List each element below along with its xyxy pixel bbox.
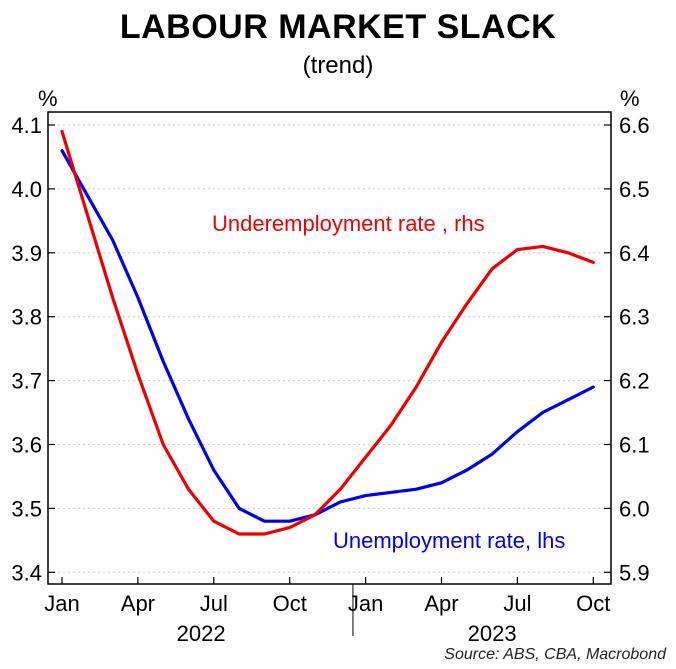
right-axis-unit: % bbox=[620, 86, 640, 111]
right-tick-label: 6.1 bbox=[619, 433, 650, 458]
x-tick-label: Oct bbox=[273, 591, 307, 616]
right-tick-label: 6.0 bbox=[619, 496, 650, 521]
left-tick-label: 3.5 bbox=[11, 496, 42, 521]
grid-lines bbox=[48, 124, 611, 573]
x-tick-label: Jul bbox=[200, 591, 228, 616]
left-tick-label: 3.8 bbox=[11, 305, 42, 330]
left-tick-label: 3.4 bbox=[11, 560, 42, 585]
axis-ticks: 3.4 5.9 3.5 6.0 3.6 6.1 3.7 6.2 3.8 6.3 3.9 6.4 4.0 6… bbox=[11, 113, 649, 646]
right-tick-label: 6.3 bbox=[619, 305, 650, 330]
right-tick-label: 5.9 bbox=[619, 560, 650, 585]
x-tick-label: Jul bbox=[503, 591, 531, 616]
x-tick-label: Apr bbox=[424, 591, 458, 616]
left-tick-label: 3.7 bbox=[11, 369, 42, 394]
right-tick-label: 6.4 bbox=[619, 241, 650, 266]
series-lines bbox=[60, 129, 595, 536]
unemployment-rate-line bbox=[60, 149, 595, 523]
chart-subtitle: (trend) bbox=[302, 52, 374, 79]
year-label: 2022 bbox=[177, 621, 226, 646]
plot-frame bbox=[47, 111, 612, 585]
right-tick-label: 6.6 bbox=[619, 113, 650, 138]
left-axis-unit: % bbox=[38, 86, 58, 111]
x-tick-label: Jan bbox=[44, 591, 79, 616]
chart-title: LABOUR MARKET SLACK bbox=[119, 8, 557, 46]
year-label: 2023 bbox=[468, 621, 517, 646]
right-tick-label: 6.2 bbox=[619, 369, 650, 394]
left-tick-label: 3.9 bbox=[11, 241, 42, 266]
left-tick-label: 3.6 bbox=[11, 433, 42, 458]
underemployment-rate-line bbox=[60, 129, 595, 536]
left-tick-label: 4.0 bbox=[11, 177, 42, 202]
source-note: Source: ABS, CBA, Macrobond bbox=[444, 646, 666, 663]
x-tick-label: Jan bbox=[348, 591, 383, 616]
series-label-unemployment: Unemployment rate, lhs bbox=[333, 528, 565, 553]
x-tick-label: Oct bbox=[576, 591, 610, 616]
series-label-underemployment: Underemployment rate , rhs bbox=[212, 211, 485, 236]
left-tick-label: 4.1 bbox=[11, 113, 42, 138]
x-tick-label: Apr bbox=[121, 591, 155, 616]
right-tick-label: 6.5 bbox=[619, 177, 650, 202]
